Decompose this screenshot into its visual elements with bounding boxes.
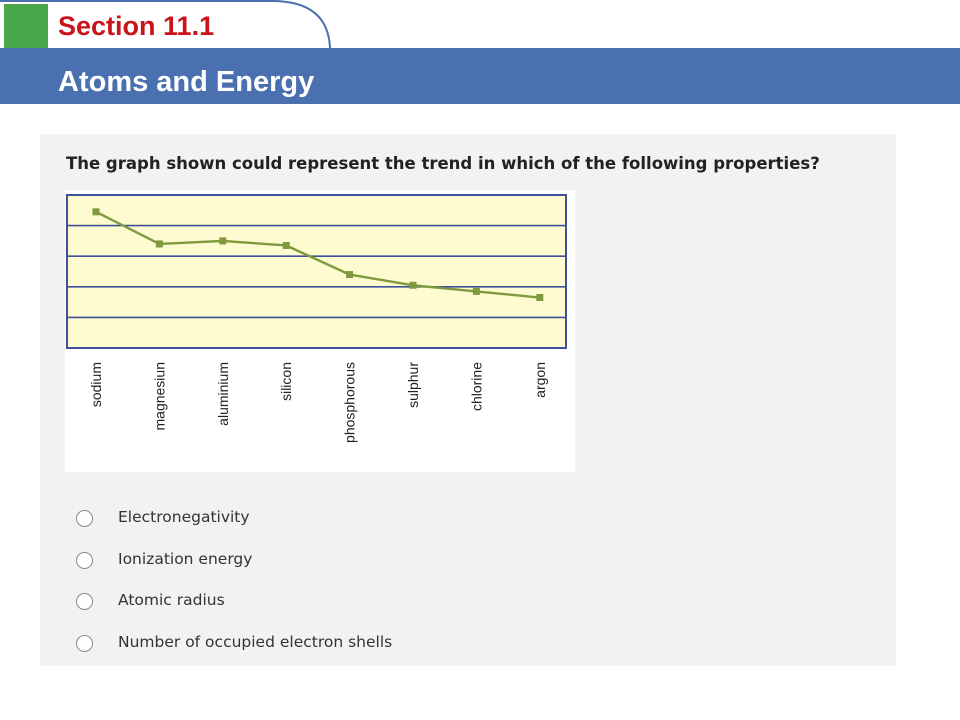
data-point (92, 208, 100, 216)
data-point (536, 294, 544, 302)
section-number: Section 11.1 (58, 11, 215, 41)
x-tick-label: magnesiun (151, 362, 167, 431)
data-point (472, 287, 480, 295)
radio-atomic-radius[interactable] (76, 592, 93, 610)
x-tick-label: sulphur (405, 362, 421, 408)
option-label: Atomic radius (118, 591, 225, 609)
option-label: Ionization energy (118, 550, 253, 568)
question-panel: The graph shown could represent the tren… (40, 134, 896, 666)
x-tick-label: argon (532, 362, 548, 398)
data-point (155, 240, 163, 248)
x-tick-label: silicon (278, 362, 294, 401)
series-line (95, 210, 540, 299)
section-accent-square (4, 4, 48, 48)
header-tab (0, 0, 331, 50)
radio-electron-shells[interactable] (76, 634, 93, 652)
option-atomic-radius[interactable]: Atomic radius (76, 589, 225, 613)
radio-ionization-energy[interactable] (76, 551, 93, 569)
data-point (409, 281, 417, 289)
x-tick-label: aluminium (215, 362, 231, 426)
option-label: Electronegativity (118, 508, 250, 526)
x-tick-label: sodium (88, 362, 104, 407)
x-tick-label: chlorine (468, 362, 484, 411)
radio-electronegativity[interactable] (76, 509, 93, 527)
option-electron-shells[interactable]: Number of occupied electron shells (76, 631, 392, 655)
data-point (219, 237, 227, 245)
option-electronegativity[interactable]: Electronegativity (76, 506, 250, 530)
x-tick-label: phosphorous (342, 362, 358, 443)
question-text: The graph shown could represent the tren… (66, 154, 820, 173)
chart-svg: sodium magnesiun aluminium silicon phosphoro… (66, 194, 567, 443)
option-label: Number of occupied electron shells (118, 633, 393, 651)
header-band (0, 48, 960, 104)
page-title: Atoms and Energy (58, 66, 315, 98)
plot-area (66, 194, 567, 349)
option-ionization-energy[interactable]: Ionization energy (76, 548, 252, 572)
trend-chart: sodium magnesiun aluminium silicon phosphoro… (65, 190, 575, 472)
data-point (346, 271, 354, 279)
data-point (282, 241, 290, 249)
